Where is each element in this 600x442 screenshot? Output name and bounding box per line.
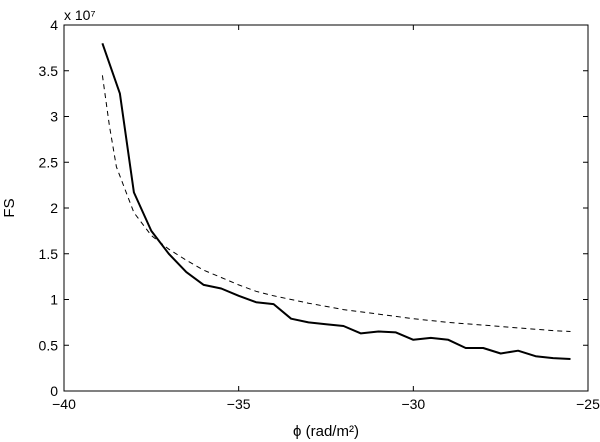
x-tick-label: −40 [52, 396, 76, 412]
x-tick-label: −25 [576, 396, 600, 412]
x-axis-label: ϕ (rad/m²) [293, 423, 359, 440]
y-tick-label: 2.5 [39, 154, 59, 170]
y-tick-label: 0.5 [39, 337, 59, 353]
x-axis-ticks: −40 −35 −30 −25 [52, 25, 600, 412]
x-tick-label: −35 [227, 396, 251, 412]
x-tick-label: −30 [401, 396, 425, 412]
dashed-series-line [101, 75, 571, 332]
series-layer [101, 42, 571, 360]
y-axis-ticks: 0 0.5 1 1.5 2 2.5 3 3.5 4 [39, 17, 588, 399]
y-tick-label: 3 [50, 109, 58, 125]
plot-area [63, 24, 589, 392]
solid-series-line [101, 42, 571, 360]
y-tick-label: 3.5 [39, 63, 59, 79]
y-tick-label: 2 [50, 200, 58, 216]
y-exponent-label: x 10⁷ [64, 7, 96, 23]
y-tick-label: 1 [50, 292, 58, 308]
y-tick-label: 4 [50, 17, 58, 33]
y-axis-label: FS [1, 198, 18, 217]
y-tick-label: 1.5 [39, 246, 59, 262]
y-tick-label: 0 [50, 383, 58, 399]
